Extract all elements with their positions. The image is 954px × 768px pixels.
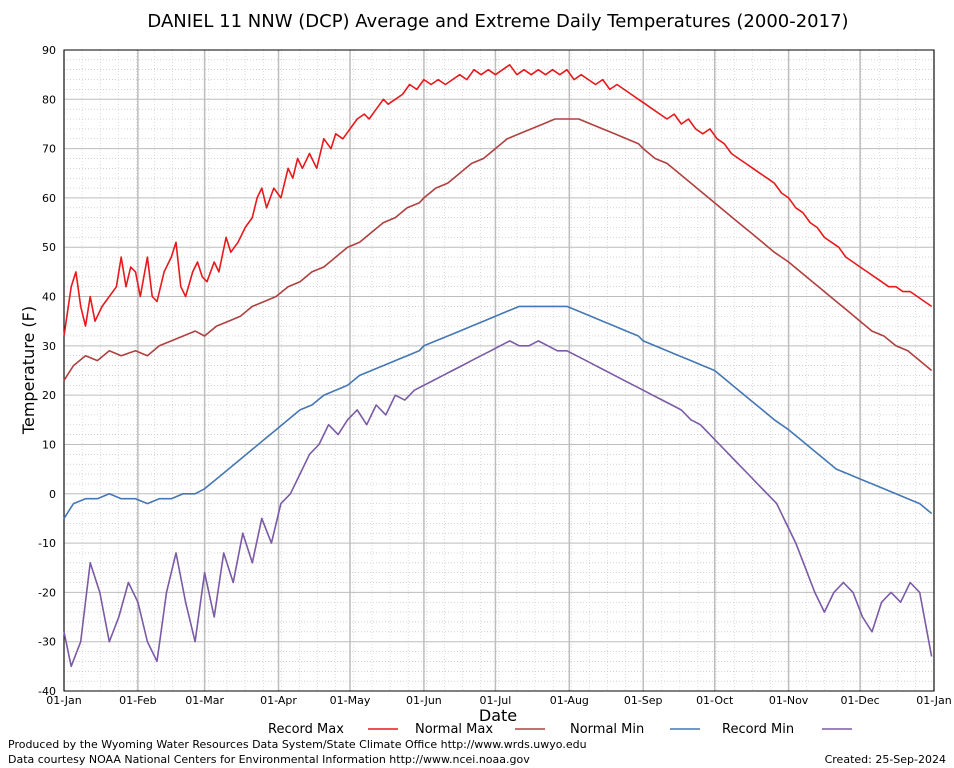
x-tick-label: 01-Apr [260, 694, 297, 707]
plot-frame [63, 49, 935, 692]
y-tick-label: 80 [42, 93, 56, 106]
legend-label: Record Max [268, 722, 344, 737]
y-tick-label: 0 [49, 488, 56, 501]
x-tick-label: 01-Sep [624, 694, 663, 707]
y-tick-label: 30 [42, 340, 56, 353]
series-line-record-min [63, 340, 933, 668]
legend-label: Normal Max [415, 722, 493, 737]
x-axis: 01-Jan 01-Feb 01-Mar 01-Apr 01-May 01-Jun 01-J… [46, 694, 952, 707]
y-tick-label: -20 [38, 586, 56, 599]
y-axis-title: Temperature (F) [19, 306, 38, 435]
x-tick-label: 01-May [330, 694, 371, 707]
legend-label: Normal Min [570, 722, 644, 737]
y-tick-label: 70 [42, 143, 56, 156]
series-layer [63, 64, 933, 668]
minor-grid [63, 50, 934, 691]
y-tick-label: 40 [42, 291, 56, 304]
x-tick-label: 01-Aug [550, 694, 589, 707]
footer-produced-by: Produced by the Wyoming Water Resources … [8, 738, 587, 751]
x-tick-label: 01-Dec [840, 694, 879, 707]
x-tick-label: 01-Nov [769, 694, 809, 707]
y-tick-label: 60 [42, 192, 56, 205]
x-tick-label: 01-Jul [479, 694, 511, 707]
y-tick-label: 20 [42, 389, 56, 402]
series-line-normal-min [63, 305, 933, 519]
x-tick-label: 01-Mar [185, 694, 224, 707]
y-tick-label: 90 [42, 44, 56, 57]
x-tick-label: 01-Jan [916, 694, 952, 707]
y-tick-label: 10 [42, 438, 56, 451]
footer-courtesy: Data courtesy NOAA National Centers for … [8, 753, 530, 766]
legend-label: Record Min [722, 722, 794, 737]
y-tick-label: -30 [38, 636, 56, 649]
x-tick-label: 01-Jan [46, 694, 82, 707]
y-tick-label: -10 [38, 537, 56, 550]
x-tick-label: 01-Jun [406, 694, 442, 707]
footer-created: Created: 25-Sep-2024 [825, 753, 946, 766]
series-line-record-max [63, 64, 933, 337]
y-tick-label: -40 [38, 685, 56, 698]
x-tick-label: 01-Oct [696, 694, 734, 707]
y-axis: -40 -30 -20 -10 0 10 20 30 40 50 60 70 80 90 [38, 44, 56, 698]
legend: Record Max Normal Max Normal Min Record Min [268, 722, 852, 737]
chart-title: DANIEL 11 NNW (DCP) Average and Extreme … [147, 11, 848, 32]
x-axis-title: Date [479, 706, 517, 725]
series-line-normal-max [63, 118, 933, 381]
x-tick-label: 01-Feb [119, 694, 156, 707]
y-tick-label: 50 [42, 241, 56, 254]
